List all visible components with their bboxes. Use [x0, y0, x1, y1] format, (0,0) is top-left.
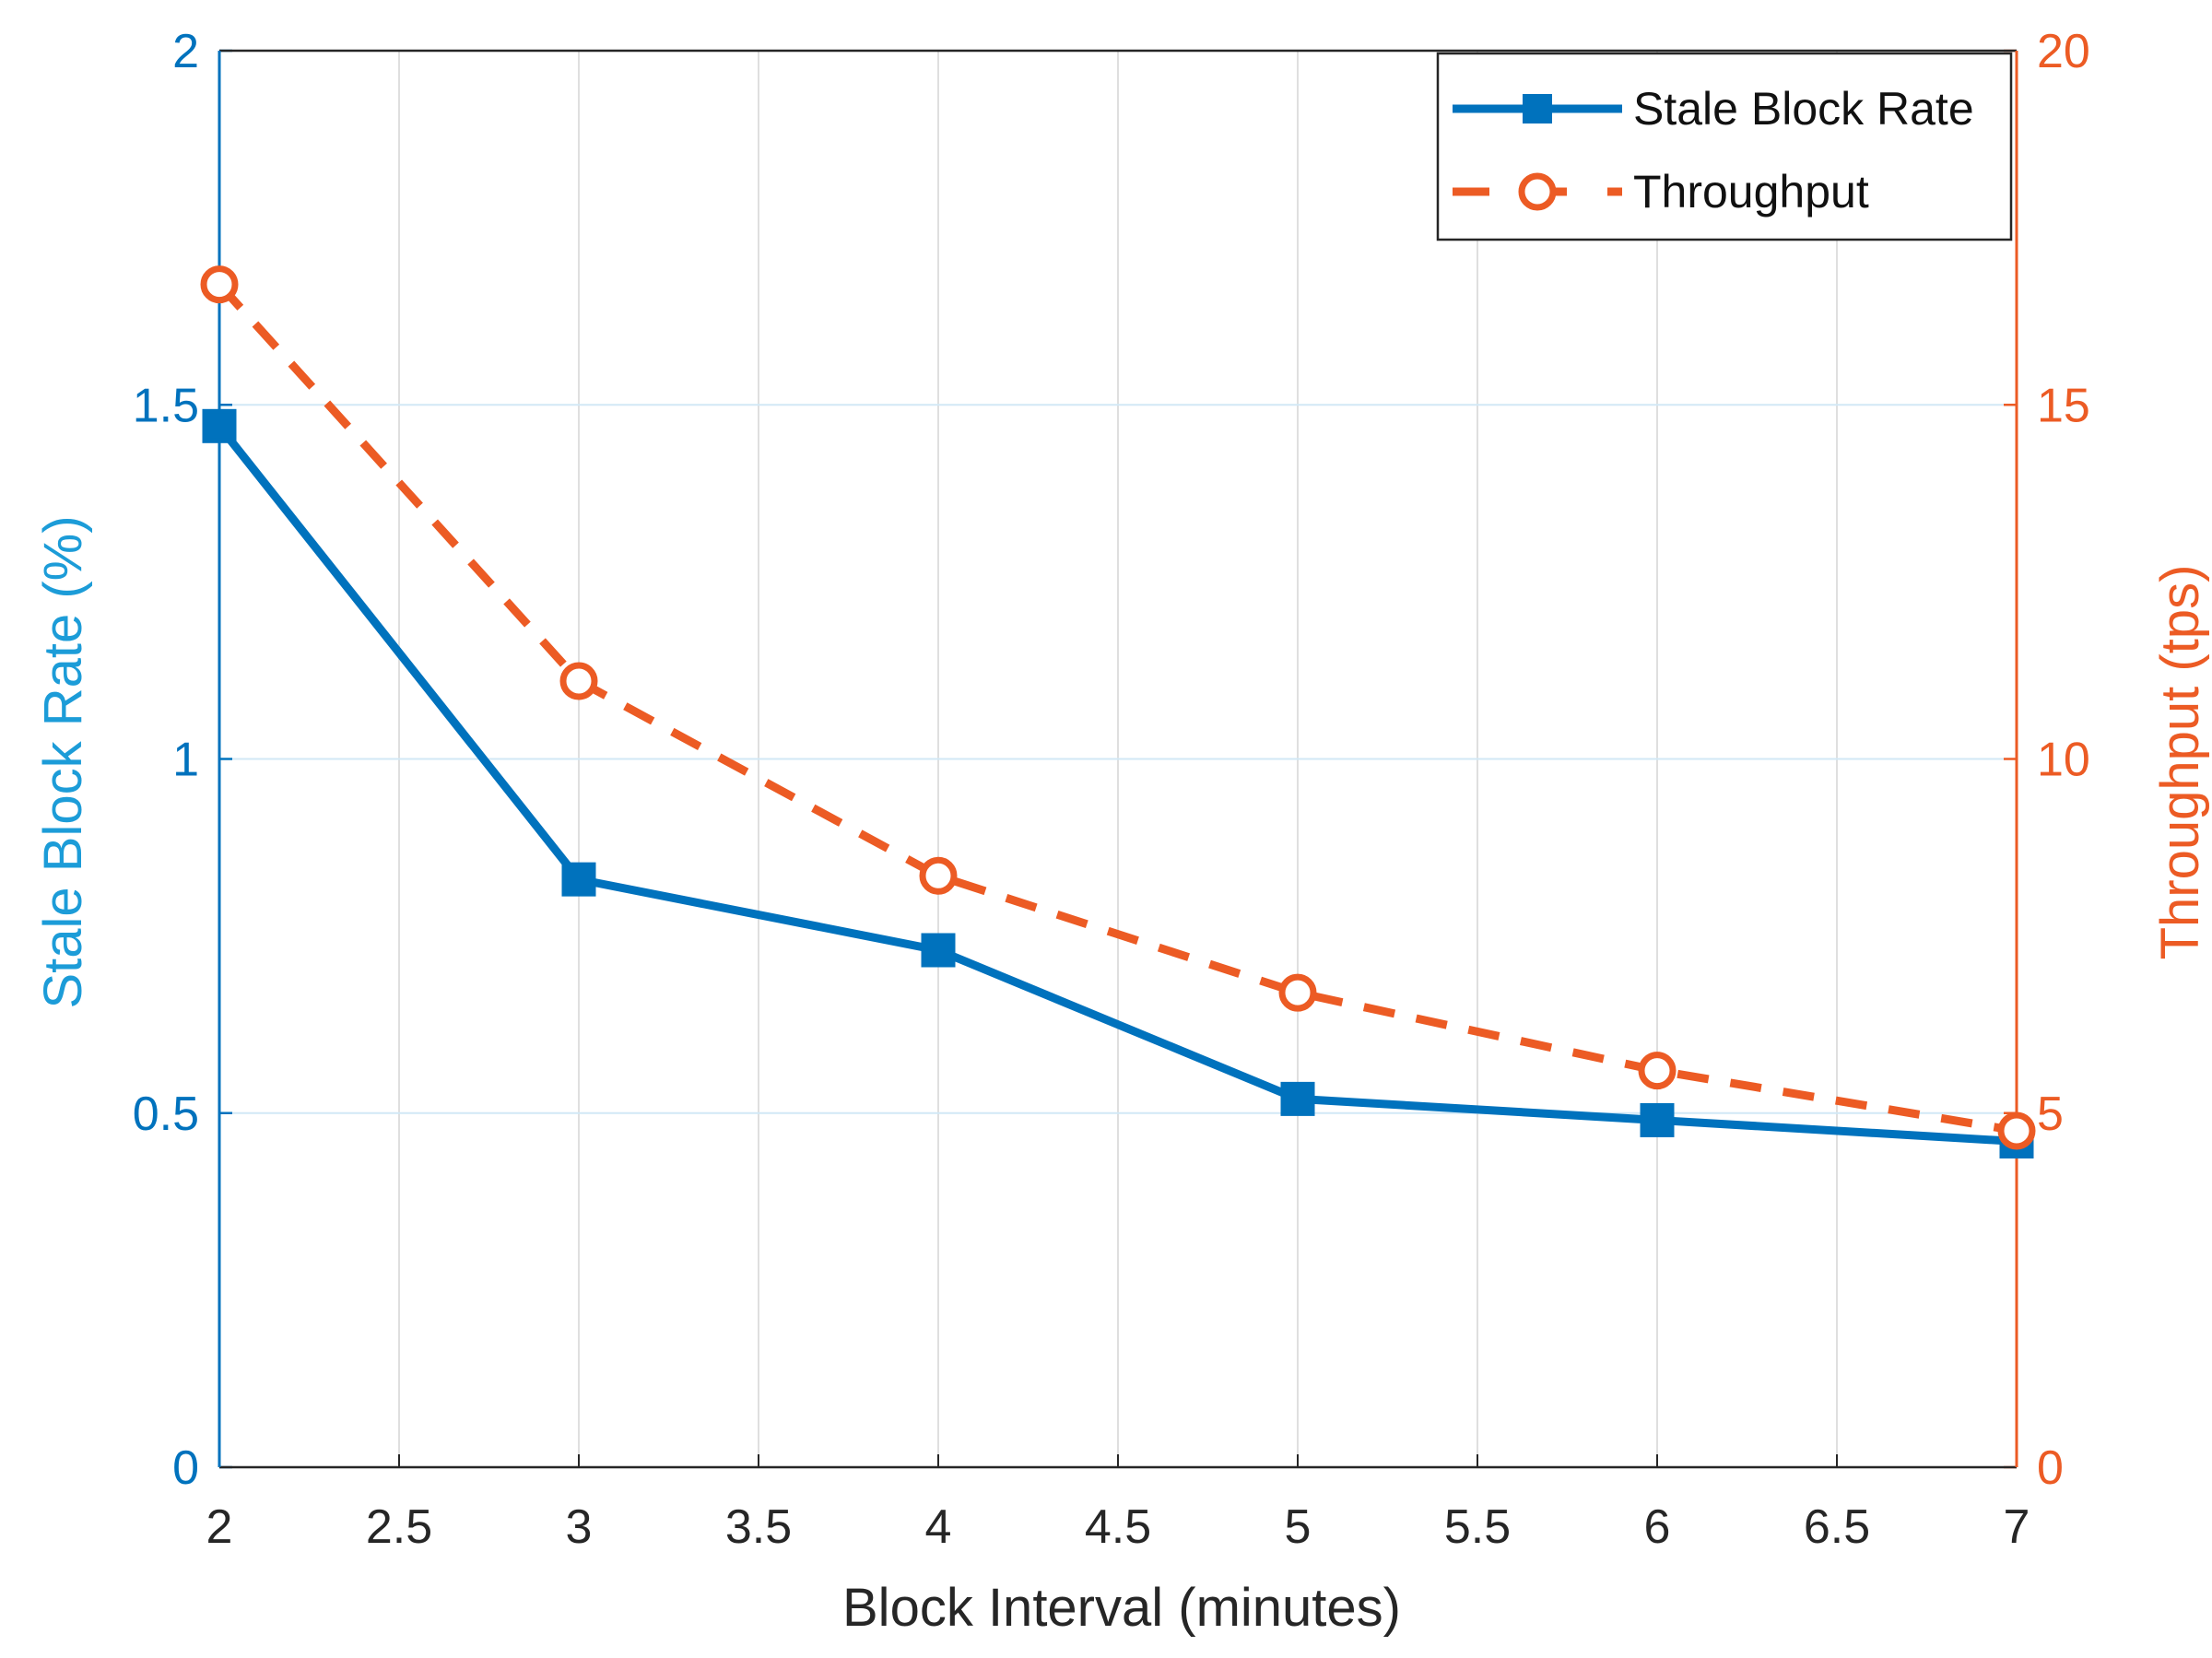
- data-point-circle: [200, 265, 239, 304]
- x-tick-label: 3: [566, 1500, 593, 1554]
- data-point-circle: [559, 662, 598, 700]
- x-tick-label: 7: [2004, 1500, 2030, 1554]
- right-y-tick-label: 10: [2037, 734, 2090, 787]
- left-y-tick-label: 2: [172, 25, 199, 78]
- axes: [218, 49, 2018, 1469]
- grid-lines: [219, 51, 2017, 1467]
- data-point-square: [1640, 1102, 1675, 1137]
- x-tick-label: 2.5: [366, 1500, 432, 1554]
- legend-label: Throughput: [1633, 166, 1869, 218]
- left-y-tick-label: 0.5: [133, 1088, 199, 1141]
- right-y-tick-label: 5: [2037, 1088, 2064, 1141]
- right-y-tick-label: 0: [2037, 1441, 2064, 1495]
- data-point-circle: [1997, 1111, 2036, 1150]
- x-tick-label: 2: [206, 1500, 233, 1554]
- x-tick-label: 5.5: [1444, 1500, 1511, 1554]
- legend-entry: Stale Block Rate: [1453, 83, 1974, 135]
- series-plot-area: [200, 265, 2036, 1158]
- legend-label: Stale Block Rate: [1633, 83, 1974, 135]
- x-tick-label: 6.5: [1804, 1500, 1870, 1554]
- x-tick-label: 3.5: [725, 1500, 792, 1554]
- left-y-tick-label: 1: [172, 734, 199, 787]
- data-point-circle: [1638, 1052, 1677, 1090]
- axis-titles: Block Interval (minutes) Stale Block Rat…: [33, 515, 2210, 1638]
- x-tick-label: 4.5: [1085, 1500, 1151, 1554]
- legend-entry: Throughput: [1453, 166, 1869, 218]
- data-point-circle: [919, 856, 958, 895]
- x-tick-label: 5: [1285, 1500, 1312, 1554]
- series-throughput: [200, 265, 2036, 1150]
- data-point-square: [561, 862, 596, 897]
- data-point-circle: [1278, 973, 1317, 1012]
- legend: Stale Block Rate Throughput: [1436, 52, 2013, 241]
- data-point-square: [1280, 1081, 1315, 1116]
- left-y-axis-title: Stale Block Rate (%): [33, 515, 93, 1008]
- right-y-tick-label: 15: [2037, 379, 2090, 432]
- data-point-square: [202, 408, 237, 443]
- left-y-tick-label: 0: [172, 1441, 199, 1495]
- x-tick-label: 4: [925, 1500, 952, 1554]
- right-y-axis-title: Throughput (tps): [2150, 565, 2210, 960]
- right-y-tick-label: 20: [2037, 25, 2090, 78]
- x-tick-label: 6: [1644, 1500, 1671, 1554]
- legend-marker-square: [1523, 94, 1552, 123]
- legend-marker-circle: [1518, 172, 1557, 211]
- x-axis-title: Block Interval (minutes): [842, 1578, 1401, 1638]
- data-point-square: [921, 933, 956, 968]
- series-line: [216, 423, 2018, 1146]
- left-y-tick-label: 1.5: [133, 379, 199, 432]
- series-line: [216, 281, 2018, 1135]
